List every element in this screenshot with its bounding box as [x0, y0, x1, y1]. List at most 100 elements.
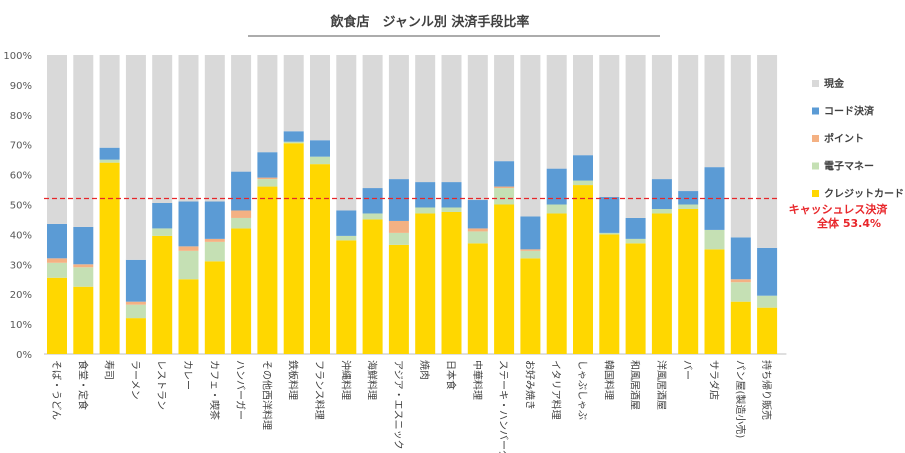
category-label: 中華料理: [471, 360, 484, 400]
bar-segment: [441, 211, 462, 354]
bar-segment: [362, 188, 383, 214]
bar-segment: [467, 243, 488, 354]
bar-segment: [520, 250, 541, 259]
category-label: 沖縄料理: [339, 360, 352, 400]
bar-segment: [283, 131, 304, 142]
bar-segment: [599, 232, 620, 235]
bar-segment: [257, 55, 278, 153]
bar-segment: [204, 55, 225, 202]
category-label: カフェ・喫茶: [208, 360, 221, 420]
legend-label: 現金: [824, 77, 845, 90]
bar-segment: [599, 234, 620, 354]
bar-segment: [757, 247, 778, 296]
bar-segment: [231, 228, 252, 354]
bar-segment: [336, 240, 357, 354]
bar-segment: [678, 191, 699, 205]
bar-segment: [599, 197, 620, 233]
category-label: ハンバーガー: [234, 360, 246, 420]
bar-segment: [494, 188, 515, 205]
bar-segment: [546, 213, 567, 354]
bar-segment: [415, 55, 436, 183]
chart-title: 飲食店 ジャンル別 決済手段比率: [330, 14, 530, 30]
category-label: フランス料理: [313, 360, 326, 420]
bar-segment: [99, 147, 120, 160]
legend-label: コード決済: [824, 105, 875, 118]
bar-segment: [125, 259, 146, 302]
bar-segment: [546, 168, 567, 205]
category-label: レストラン: [155, 360, 167, 410]
bar-segment: [520, 216, 541, 250]
bar-segment: [757, 55, 778, 248]
category-label: サラダ店: [708, 360, 721, 400]
legend-swatch: [812, 80, 819, 87]
legend-swatch: [812, 162, 819, 170]
category-label: カレー: [182, 360, 194, 390]
category-label: ステーキ・ハンバーグ: [497, 360, 510, 453]
bar-segment: [362, 219, 383, 354]
bar-segment: [625, 243, 646, 354]
bar-segment: [730, 237, 751, 280]
legend-swatch: [812, 107, 819, 115]
bar-segment: [599, 55, 620, 198]
bar-segment: [73, 267, 94, 287]
bar-segment: [178, 279, 199, 354]
bar-segment: [573, 55, 593, 156]
bar-segment: [99, 55, 120, 148]
bar-segment: [467, 200, 488, 229]
category-label: 鉄板料理: [287, 360, 300, 400]
bar-segment: [388, 55, 409, 180]
legend-label: 電子マネー: [824, 161, 874, 173]
category-label: 日本食: [445, 360, 458, 390]
y-tick-label: 70%: [10, 141, 32, 152]
category-label: 持ち帰り販売: [760, 360, 773, 420]
bar-segment: [152, 235, 173, 354]
category-label: お好み焼き: [523, 360, 535, 410]
bar-segment: [231, 171, 252, 211]
bar-segment: [625, 217, 646, 239]
bar-segment: [178, 250, 199, 280]
bar-segment: [520, 249, 541, 251]
bar-segment: [730, 279, 751, 283]
bar-segment: [441, 182, 462, 208]
bar-segment: [546, 55, 567, 169]
y-tick-label: 90%: [10, 81, 32, 92]
bar-segment: [73, 226, 94, 265]
legend-label: クレジットカード: [824, 188, 904, 200]
bar-segment: [757, 295, 778, 308]
bar-segment: [704, 167, 725, 230]
y-tick-label: 20%: [10, 290, 32, 301]
bar-segment: [47, 223, 67, 259]
bar-segment: [336, 235, 357, 241]
bar-segment: [310, 156, 330, 165]
bar-segment: [257, 152, 278, 178]
category-label: 寿司: [103, 360, 116, 380]
y-tick-label: 50%: [10, 201, 32, 212]
bar-segment: [651, 213, 672, 354]
bar-segment: [757, 307, 778, 354]
bar-segment: [678, 208, 699, 354]
bar-segment: [47, 262, 67, 278]
bar-segment: [573, 155, 593, 181]
category-label: アジア・エスニック: [392, 360, 404, 450]
bar-segment: [231, 55, 252, 172]
y-tick-label: 0%: [16, 350, 32, 361]
category-label: その他西洋料理: [260, 360, 273, 430]
bar-segment: [651, 55, 672, 180]
bar-segment: [573, 180, 593, 186]
bar-segment: [152, 203, 173, 229]
category-label: 食堂・定食: [76, 360, 89, 410]
category-label: 海鮮料理: [366, 360, 379, 400]
category-label: そば・うどん: [50, 360, 62, 420]
bar-segment: [99, 159, 120, 163]
bar-segment: [152, 55, 173, 204]
bar-segment: [625, 55, 646, 218]
annotation-text: キャッシュレス決済: [789, 202, 889, 216]
bar-segment: [283, 143, 304, 354]
bar-segment: [546, 204, 567, 214]
bar-segment: [362, 55, 383, 189]
bar-segment: [231, 217, 252, 229]
bar-segment: [47, 277, 67, 354]
bar-segment: [388, 244, 409, 354]
y-tick-label: 100%: [3, 51, 32, 62]
